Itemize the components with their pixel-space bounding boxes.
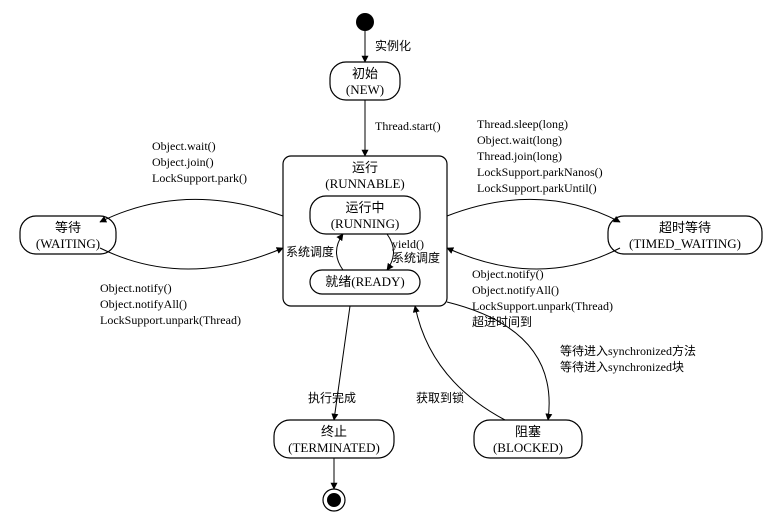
- label-from-timed-1: Object.notifyAll(): [472, 283, 559, 297]
- start-node: [356, 13, 374, 31]
- edge-runnable-waiting: [100, 199, 283, 222]
- label-to-timed-2: Thread.join(long): [477, 149, 562, 163]
- state-terminated-l2: (TERMINATED): [288, 440, 380, 455]
- label-from-waiting-2: LockSupport.unpark(Thread): [100, 313, 241, 327]
- state-timed-l2: (TIMED_WAITING): [629, 236, 741, 251]
- label-got-lock: 获取到锁: [416, 390, 464, 405]
- label-to-blocked-1: 等待进入synchronized块: [560, 360, 684, 374]
- state-new-l1: 初始: [352, 66, 378, 81]
- state-running-l1: 运行中: [345, 200, 384, 215]
- label-to-timed-1: Object.wait(long): [477, 133, 562, 147]
- state-blocked-l2: (BLOCKED): [493, 440, 563, 455]
- state-running-l2: (RUNNING): [331, 216, 400, 231]
- label-to-timed-4: LockSupport.parkUntil(): [477, 181, 597, 195]
- label-to-waiting-1: Object.join(): [152, 155, 214, 169]
- edge-timed-runnable: [447, 248, 620, 269]
- state-terminated-l1: 终止: [321, 424, 347, 439]
- label-from-waiting-1: Object.notifyAll(): [100, 297, 187, 311]
- label-from-waiting-0: Object.notify(): [100, 281, 172, 295]
- edge-waiting-runnable: [100, 248, 283, 269]
- label-to-timed-3: LockSupport.parkNanos(): [477, 165, 603, 179]
- label-sys-sched-r: 系统调度: [392, 250, 440, 265]
- label-from-timed-0: Object.notify(): [472, 267, 544, 281]
- state-timed-l1: 超时等待: [659, 220, 711, 235]
- state-waiting-l2: (WAITING): [36, 236, 100, 251]
- label-to-waiting-2: LockSupport.park(): [152, 171, 247, 185]
- label-exec-done: 执行完成: [308, 390, 356, 405]
- state-runnable-l1: 运行: [352, 160, 378, 175]
- label-thread-start: Thread.start(): [375, 119, 441, 133]
- state-runnable-l2: (RUNNABLE): [325, 176, 404, 191]
- label-yield: yield(): [392, 237, 424, 251]
- state-waiting-l1: 等待: [55, 220, 81, 235]
- label-to-blocked-0: 等待进入synchronized方法: [560, 343, 696, 358]
- end-dot: [327, 493, 341, 507]
- state-new-l2: (NEW): [346, 82, 384, 97]
- label-sys-sched-l: 系统调度: [286, 244, 334, 259]
- state-ready-l1: 就绪(READY): [325, 274, 404, 289]
- edge-runnable-timed: [447, 199, 620, 222]
- label-from-timed-2: LockSupport.unpark(Thread): [472, 299, 613, 313]
- label-to-timed-0: Thread.sleep(long): [477, 117, 568, 131]
- state-blocked-l1: 阻塞: [515, 424, 541, 439]
- label-instantiate: 实例化: [375, 38, 411, 53]
- label-to-waiting-0: Object.wait(): [152, 139, 216, 153]
- label-from-timed-3: 超进时间到: [472, 314, 532, 329]
